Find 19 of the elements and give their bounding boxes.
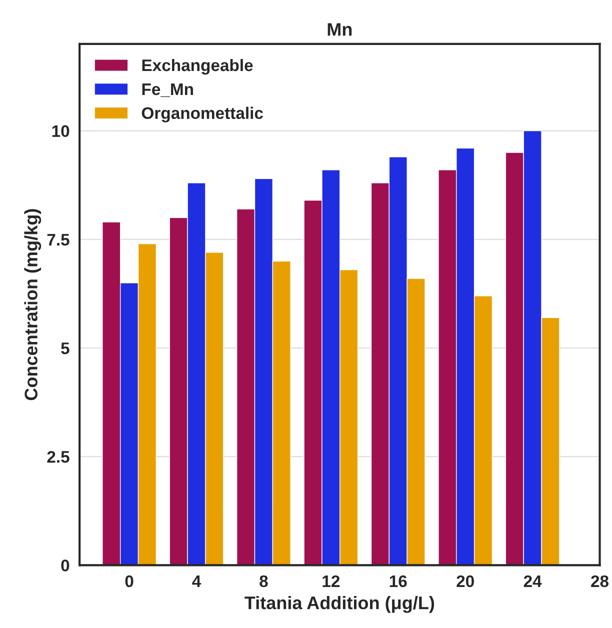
x-tick-label: 24 — [524, 575, 542, 587]
chart-title: Mn — [328, 23, 352, 36]
x-tick-label: 0 — [125, 575, 134, 588]
y-tick-label: 2.5 — [47, 451, 70, 463]
x-tick-label: 20 — [456, 575, 474, 588]
y-tick-label: 5 — [61, 342, 70, 354]
x-tick-label: 16 — [390, 575, 407, 588]
y-tick-label: 10 — [52, 125, 70, 138]
x-tick-label: 28 — [591, 575, 609, 588]
x-tick-label: 8 — [260, 575, 268, 588]
legend-label: Organomettalic — [142, 106, 263, 122]
legend-label: Exchangeable — [142, 58, 253, 75]
x-tick-label: 12 — [322, 575, 340, 587]
x-tick-label: 4 — [192, 576, 202, 587]
x-axis-title: Titania Addition (μg/L) — [244, 596, 434, 613]
legend-label: Fe_Mn — [142, 84, 193, 98]
y-tick-label: 7.5 — [47, 234, 70, 246]
y-axis-title: Concentration (mg/kg) — [24, 209, 42, 400]
y-tick-label: 0 — [61, 560, 70, 572]
